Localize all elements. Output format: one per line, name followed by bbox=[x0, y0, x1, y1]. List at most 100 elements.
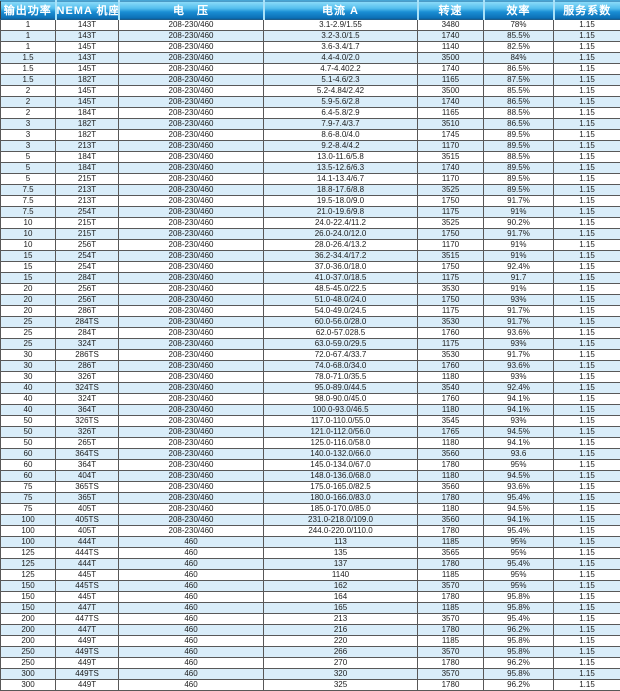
cell-frame: 145T bbox=[56, 86, 119, 97]
cell-efficiency: 93% bbox=[484, 416, 554, 427]
cell-service-factor: 1.15 bbox=[554, 31, 620, 42]
cell-efficiency: 93.6 bbox=[484, 449, 554, 460]
cell-frame: 254T bbox=[56, 262, 119, 273]
cell-voltage: 208-230/460 bbox=[119, 515, 264, 526]
cell-frame: 326TS bbox=[56, 416, 119, 427]
cell-speed: 1170 bbox=[418, 240, 484, 251]
cell-frame: 326T bbox=[56, 372, 119, 383]
cell-frame: 256T bbox=[56, 295, 119, 306]
cell-frame: 449T bbox=[56, 658, 119, 669]
cell-service-factor: 1.15 bbox=[554, 427, 620, 438]
cell-service-factor: 1.15 bbox=[554, 42, 620, 53]
column-header-speed: 转速 bbox=[418, 1, 484, 20]
cell-service-factor: 1.15 bbox=[554, 163, 620, 174]
cell-power: 2 bbox=[1, 97, 56, 108]
cell-power: 150 bbox=[1, 581, 56, 592]
cell-current: 36.2-34.4/17.2 bbox=[264, 251, 418, 262]
cell-current: 125.0-116.0/58.0 bbox=[264, 438, 418, 449]
cell-current: 180.0-166.0/83.0 bbox=[264, 493, 418, 504]
cell-service-factor: 1.15 bbox=[554, 240, 620, 251]
cell-speed: 1175 bbox=[418, 207, 484, 218]
cell-service-factor: 1.15 bbox=[554, 603, 620, 614]
cell-efficiency: 93.6% bbox=[484, 482, 554, 493]
cell-speed: 1175 bbox=[418, 273, 484, 284]
cell-speed: 3530 bbox=[418, 284, 484, 295]
cell-current: 325 bbox=[264, 680, 418, 691]
cell-service-factor: 1.15 bbox=[554, 152, 620, 163]
cell-current: 72.0-67.4/33.7 bbox=[264, 350, 418, 361]
cell-speed: 3570 bbox=[418, 669, 484, 680]
cell-voltage: 208-230/460 bbox=[119, 504, 264, 515]
cell-voltage: 208-230/460 bbox=[119, 383, 264, 394]
cell-service-factor: 1.15 bbox=[554, 636, 620, 647]
cell-power: 3 bbox=[1, 119, 56, 130]
cell-frame: 143T bbox=[56, 31, 119, 42]
cell-efficiency: 85.5% bbox=[484, 86, 554, 97]
cell-speed: 1185 bbox=[418, 603, 484, 614]
cell-current: 7.9-7.4/3.7 bbox=[264, 119, 418, 130]
cell-efficiency: 95.8% bbox=[484, 636, 554, 647]
cell-service-factor: 1.15 bbox=[554, 548, 620, 559]
cell-speed: 3500 bbox=[418, 86, 484, 97]
cell-frame: 254T bbox=[56, 251, 119, 262]
cell-current: 19.5-18.0/9.0 bbox=[264, 196, 418, 207]
cell-power: 7.5 bbox=[1, 185, 56, 196]
cell-frame: 447T bbox=[56, 625, 119, 636]
cell-efficiency: 96.2% bbox=[484, 625, 554, 636]
cell-voltage: 208-230/460 bbox=[119, 64, 264, 75]
cell-current: 3.6-3.4/1.7 bbox=[264, 42, 418, 53]
cell-current: 63.0-59.0/29.5 bbox=[264, 339, 418, 350]
cell-service-factor: 1.15 bbox=[554, 482, 620, 493]
cell-current: 145.0-134.0/67.0 bbox=[264, 460, 418, 471]
cell-efficiency: 93% bbox=[484, 339, 554, 350]
cell-efficiency: 92.4% bbox=[484, 262, 554, 273]
cell-voltage: 208-230/460 bbox=[119, 130, 264, 141]
cell-frame: 405TS bbox=[56, 515, 119, 526]
cell-voltage: 460 bbox=[119, 625, 264, 636]
column-header-power: 输出功率 bbox=[1, 1, 56, 20]
cell-frame: 213T bbox=[56, 196, 119, 207]
cell-service-factor: 1.15 bbox=[554, 130, 620, 141]
cell-power: 25 bbox=[1, 339, 56, 350]
cell-current: 24.0-22.4/11.2 bbox=[264, 218, 418, 229]
cell-voltage: 208-230/460 bbox=[119, 405, 264, 416]
cell-voltage: 460 bbox=[119, 570, 264, 581]
cell-voltage: 208-230/460 bbox=[119, 273, 264, 284]
cell-service-factor: 1.15 bbox=[554, 185, 620, 196]
cell-frame: 449T bbox=[56, 636, 119, 647]
cell-service-factor: 1.15 bbox=[554, 64, 620, 75]
cell-voltage: 208-230/460 bbox=[119, 240, 264, 251]
cell-efficiency: 96.2% bbox=[484, 680, 554, 691]
cell-efficiency: 89.5% bbox=[484, 141, 554, 152]
cell-efficiency: 89.5% bbox=[484, 130, 554, 141]
cell-power: 7.5 bbox=[1, 196, 56, 207]
cell-voltage: 208-230/460 bbox=[119, 119, 264, 130]
cell-frame: 447T bbox=[56, 603, 119, 614]
cell-service-factor: 1.15 bbox=[554, 449, 620, 460]
cell-speed: 3525 bbox=[418, 185, 484, 196]
cell-voltage: 460 bbox=[119, 592, 264, 603]
cell-efficiency: 93.6% bbox=[484, 361, 554, 372]
cell-frame: 365T bbox=[56, 493, 119, 504]
cell-power: 25 bbox=[1, 328, 56, 339]
cell-frame: 449TS bbox=[56, 669, 119, 680]
cell-efficiency: 91% bbox=[484, 240, 554, 251]
cell-voltage: 208-230/460 bbox=[119, 207, 264, 218]
cell-power: 20 bbox=[1, 306, 56, 317]
cell-service-factor: 1.15 bbox=[554, 680, 620, 691]
cell-efficiency: 91.7% bbox=[484, 317, 554, 328]
cell-power: 1.5 bbox=[1, 75, 56, 86]
cell-frame: 445T bbox=[56, 592, 119, 603]
